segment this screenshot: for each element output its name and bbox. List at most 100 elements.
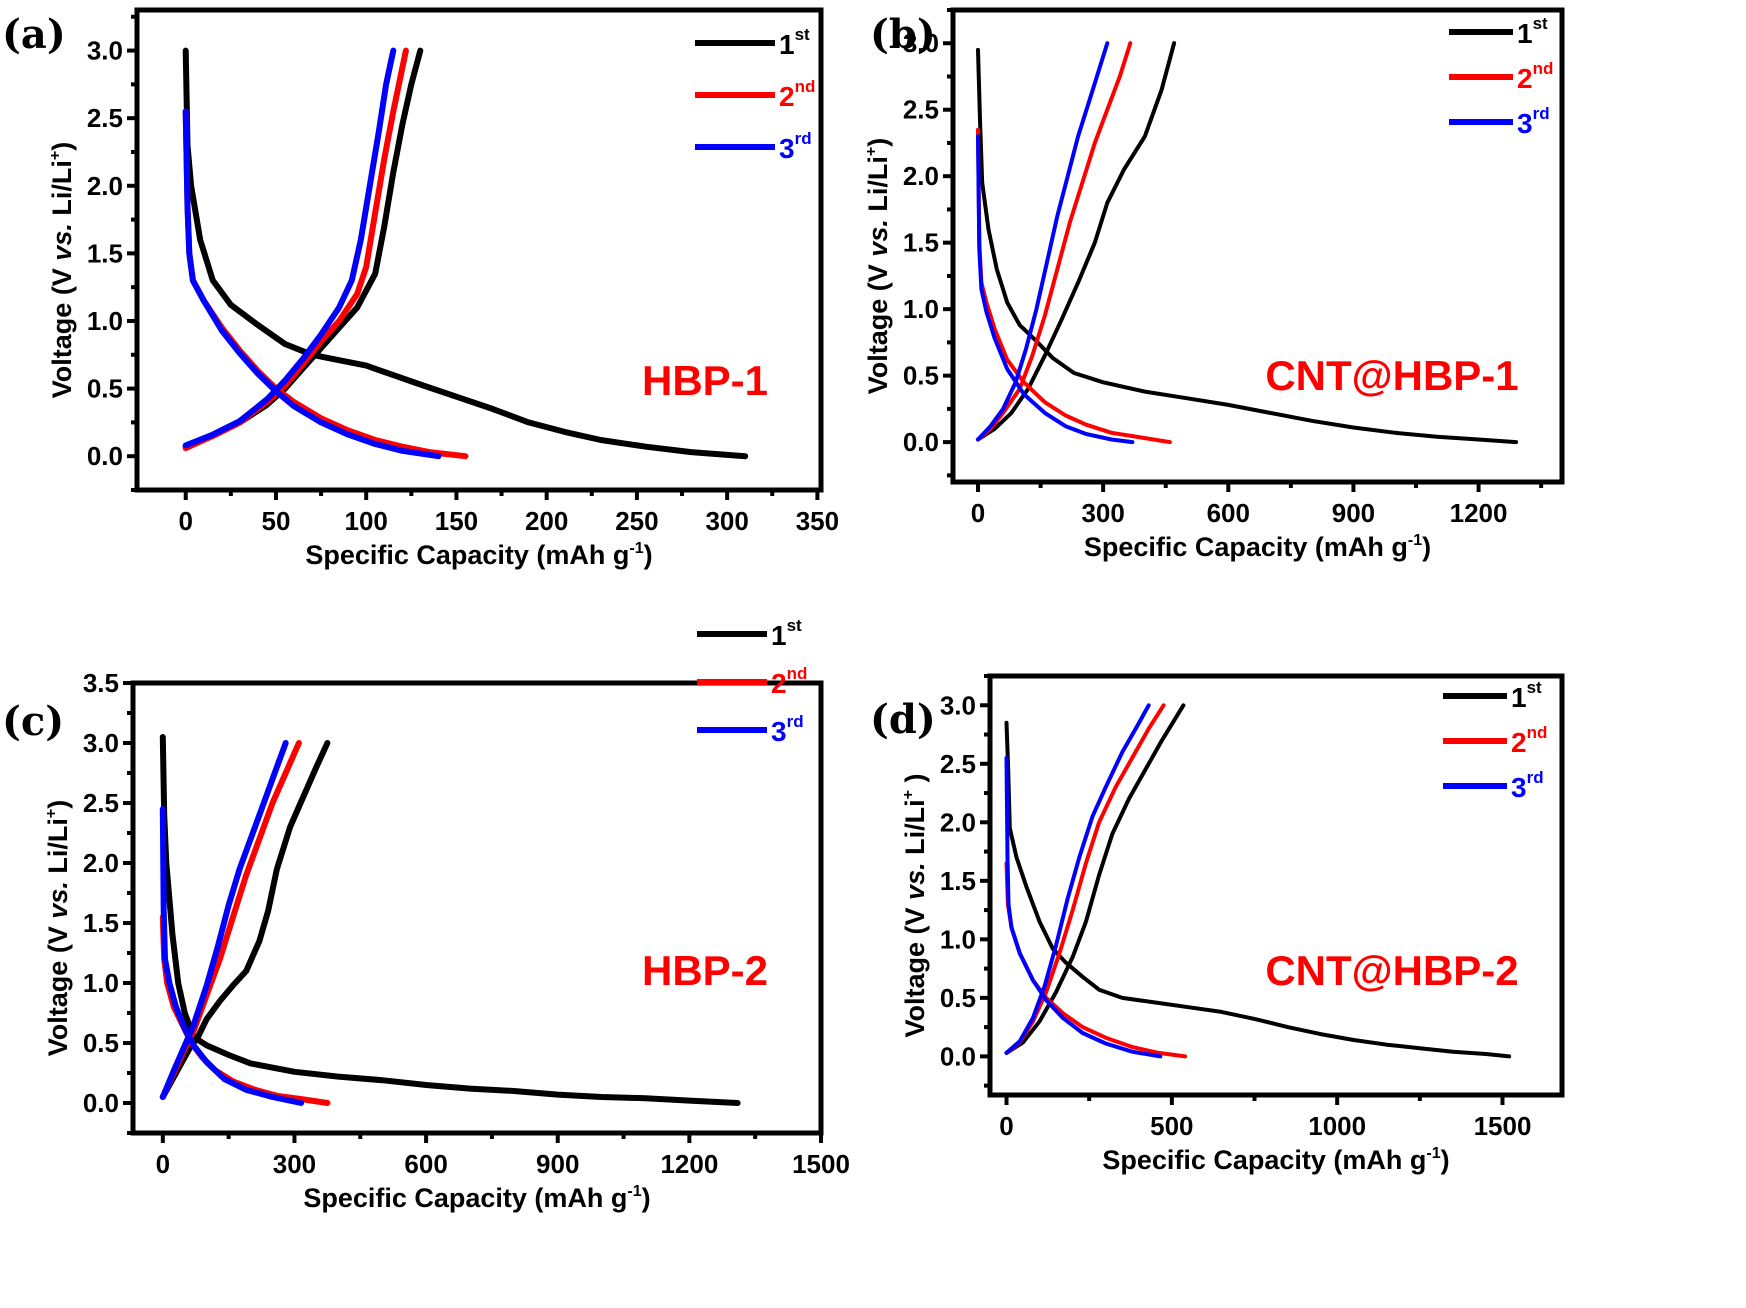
y-tick-label: 2.0 bbox=[903, 161, 939, 191]
x-tick-label: 1000 bbox=[1308, 1111, 1366, 1141]
x-tick-label: 1200 bbox=[1450, 498, 1508, 528]
y-tick-label: 2.5 bbox=[83, 788, 119, 818]
series-2-discharge-curve bbox=[182, 108, 469, 460]
series-3-charge-curve bbox=[1004, 703, 1151, 1055]
panel-c: 0.0 0.5 1.0 1.5 2.0 2.5 3.0 3.5 0 300 600 900 1200 15… bbox=[2, 616, 850, 1213]
y-tick-label: 0.0 bbox=[87, 441, 123, 471]
series-1-discharge-curve bbox=[1004, 720, 1512, 1059]
y-axis-title: Voltage (V vs. Li/Li+) bbox=[863, 138, 893, 394]
y-axis-title: Voltage (V vs. Li/Li+) bbox=[43, 800, 73, 1056]
y-tick-label: 3.5 bbox=[83, 668, 119, 698]
x-axis-title: Specific Capacity (mAh g-1) bbox=[1084, 532, 1431, 562]
y-tick-label: 1.0 bbox=[903, 294, 939, 324]
series-3-charge-curve bbox=[182, 47, 397, 449]
series-group bbox=[1004, 703, 1512, 1059]
series-1-discharge-curve bbox=[976, 47, 1519, 445]
series-2-discharge-curve bbox=[976, 127, 1172, 445]
x-tick-label: 500 bbox=[1150, 1111, 1193, 1141]
panel-b: 0.0 0.5 1.0 1.5 2.0 2.5 3.0 0 300 600 900 1200 Speci… bbox=[863, 7, 1565, 562]
plot-frame bbox=[987, 673, 1565, 1098]
panel-d: 0.0 0.5 1.0 1.5 2.0 2.5 3.0 0 500 1000 1500 Specifi… bbox=[870, 673, 1565, 1175]
y-tick-label: 2.5 bbox=[940, 749, 976, 779]
x-axis-title: Specific Capacity (mAh g-1) bbox=[1102, 1145, 1449, 1175]
x-tick-label: 0 bbox=[178, 506, 192, 536]
legend-label-2: 2nd bbox=[771, 664, 807, 699]
y-tick-label: 1.5 bbox=[83, 908, 119, 938]
plot-frame bbox=[950, 7, 1565, 485]
x-tick-label: 200 bbox=[525, 506, 568, 536]
y-tick-label: 2.5 bbox=[87, 103, 123, 133]
series-1-discharge-curve bbox=[159, 734, 741, 1106]
legend: 1st 2nd 3rd bbox=[1443, 678, 1547, 803]
y-tick-label: 2.0 bbox=[940, 807, 976, 837]
x-tick-label: 250 bbox=[615, 506, 658, 536]
legend-label-1: 1st bbox=[779, 25, 810, 60]
y-axis-title: Voltage (V vs. Li/Li+) bbox=[47, 142, 77, 398]
x-tick-label: 0 bbox=[156, 1149, 170, 1179]
y-tick-label: 0.0 bbox=[903, 427, 939, 457]
series-group bbox=[182, 47, 749, 460]
series-group bbox=[159, 734, 741, 1106]
x-tick-label: 900 bbox=[1332, 498, 1375, 528]
legend-label-2: 2nd bbox=[779, 77, 815, 112]
x-tick-label: 300 bbox=[1081, 498, 1124, 528]
x-tick-label: 300 bbox=[273, 1149, 316, 1179]
legend-label-1: 1st bbox=[1517, 14, 1548, 49]
sample-label: CNT@HBP-1 bbox=[1265, 352, 1518, 399]
x-tick-label: 600 bbox=[404, 1149, 447, 1179]
series-1-charge-curve bbox=[976, 41, 1177, 442]
y-tick-label: 2.0 bbox=[83, 848, 119, 878]
series-1-charge-curve bbox=[1004, 703, 1186, 1055]
series-3-discharge-curve bbox=[182, 108, 442, 460]
y-tick-label: 3.0 bbox=[903, 28, 939, 58]
y-tick-label: 0.0 bbox=[83, 1088, 119, 1118]
legend-label-2: 2nd bbox=[1511, 723, 1547, 758]
x-tick-label: 150 bbox=[435, 506, 478, 536]
y-tick-label: 3.0 bbox=[83, 728, 119, 758]
series-group bbox=[976, 41, 1519, 445]
series-1-discharge-curve bbox=[182, 47, 749, 460]
panel-label: (c) bbox=[2, 698, 64, 745]
x-tick-label: 50 bbox=[262, 506, 291, 536]
y-tick-label: 1.0 bbox=[87, 306, 123, 336]
y-tick-label: 0.5 bbox=[87, 374, 123, 404]
x-tick-label: 350 bbox=[796, 506, 839, 536]
x-tick-label: 1200 bbox=[660, 1149, 718, 1179]
x-tick-label: 600 bbox=[1207, 498, 1250, 528]
plot-frame bbox=[134, 7, 824, 493]
y-axis-title: Voltage (V vs. Li/Li+ ) bbox=[900, 774, 930, 1038]
legend: 1st 2nd 3rd bbox=[695, 25, 815, 164]
series-3-charge-curve bbox=[159, 740, 289, 1100]
legend-label-2: 2nd bbox=[1517, 59, 1553, 94]
y-tick-label: 1.5 bbox=[903, 228, 939, 258]
y-tick-label: 2.0 bbox=[87, 171, 123, 201]
x-tick-label: 100 bbox=[345, 506, 388, 536]
x-tick-label: 0 bbox=[999, 1111, 1013, 1141]
legend-label-1: 1st bbox=[1511, 678, 1542, 713]
series-3-discharge-curve bbox=[1004, 755, 1163, 1059]
y-tick-label: 1.5 bbox=[87, 238, 123, 268]
series-2-charge-curve bbox=[182, 47, 409, 452]
sample-label: HBP-1 bbox=[642, 357, 768, 404]
panel-a: 0.0 0.5 1.0 1.5 2.0 2.5 3.0 0 50 100 150 200 250 300 3… bbox=[2, 7, 839, 570]
y-tick-label: 1.5 bbox=[940, 866, 976, 896]
x-axis-title: Specific Capacity (mAh g-1) bbox=[303, 1183, 650, 1213]
x-tick-label: 1500 bbox=[792, 1149, 850, 1179]
legend: 1st 2nd 3rd bbox=[1449, 14, 1553, 139]
y-tick-label: 0.0 bbox=[940, 1041, 976, 1071]
y-tick-label: 3.0 bbox=[87, 36, 123, 66]
y-tick-label: 0.5 bbox=[903, 361, 939, 391]
sample-label: CNT@HBP-2 bbox=[1265, 947, 1518, 994]
panel-label: (b) bbox=[870, 11, 936, 58]
y-tick-label: 2.5 bbox=[903, 95, 939, 125]
y-tick-label: 0.5 bbox=[940, 983, 976, 1013]
series-2-charge-curve bbox=[976, 41, 1133, 442]
legend-label-3: 3rd bbox=[1511, 768, 1544, 803]
x-tick-label: 300 bbox=[705, 506, 748, 536]
panel-label: (a) bbox=[2, 11, 66, 58]
y-tick-label: 1.0 bbox=[940, 924, 976, 954]
y-tick-label: 0.5 bbox=[83, 1028, 119, 1058]
legend-label-1: 1st bbox=[771, 616, 802, 651]
series-3-charge-curve bbox=[976, 41, 1110, 442]
